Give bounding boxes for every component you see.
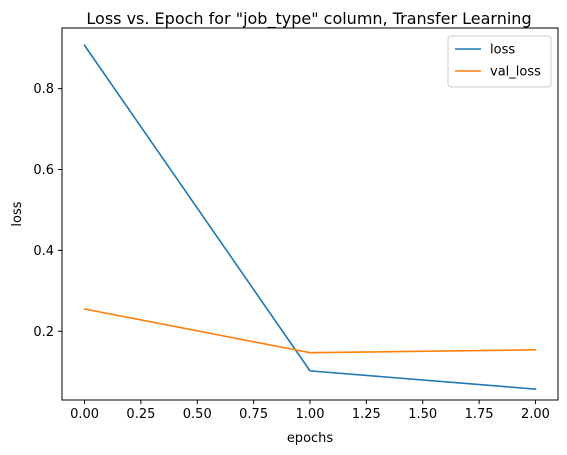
- series-layer: [83, 44, 537, 390]
- y-tick-label: 0.8: [33, 82, 54, 97]
- x-tick-label: 0.50: [183, 407, 212, 422]
- y-axis-ticks: 0.2 0.4 0.6 0.8: [33, 82, 62, 340]
- legend: loss val_loss: [447, 35, 552, 88]
- y-tick-label: 0.4: [33, 244, 54, 259]
- x-tick-label: 0.00: [70, 407, 99, 422]
- x-tick-label: 0.25: [126, 407, 155, 422]
- y-tick-label: 0.6: [33, 163, 54, 178]
- x-tick-label: 1.50: [408, 407, 437, 422]
- legend-items: loss val_loss: [455, 43, 541, 80]
- x-tick-label: 1.75: [465, 407, 494, 422]
- series-line-loss: [83, 44, 537, 390]
- y-tick-label: 0.2: [33, 325, 54, 340]
- plot-area: 0.00 0.25 0.50 0.75 1.00 1.25 1.50 1.75 2.00 0.2…: [33, 27, 559, 422]
- legend-label: val_loss: [490, 65, 541, 80]
- y-axis-label: loss: [10, 201, 25, 226]
- chart-title: Loss vs. Epoch for "job_type" column, Tr…: [86, 9, 531, 29]
- x-tick-label: 0.75: [239, 407, 268, 422]
- legend-label: loss: [490, 43, 515, 58]
- x-tick-label: 1.25: [352, 407, 381, 422]
- series-line-val-loss: [83, 308, 537, 354]
- x-tick-label: 1.00: [296, 407, 325, 422]
- x-tick-label: 2.00: [521, 407, 550, 422]
- x-axis-label: epochs: [287, 431, 334, 446]
- x-axis-ticks: 0.00 0.25 0.50 0.75 1.00 1.25 1.50 1.75 2.00: [70, 400, 550, 422]
